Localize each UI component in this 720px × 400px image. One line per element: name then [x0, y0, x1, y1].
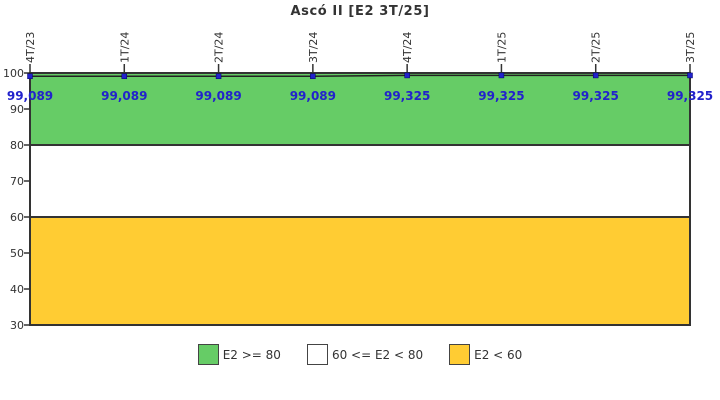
legend-item-1: 60 <= E2 < 80 [306, 344, 424, 365]
data-point-marker [687, 72, 693, 79]
legend-swatch-2 [449, 344, 471, 365]
legend-label-0: E2 >= 80 [222, 347, 281, 362]
x-tick-label: 2T/24 [213, 32, 226, 63]
legend-label-2: E2 < 60 [474, 347, 523, 362]
x-tick-label: 2T/25 [590, 32, 603, 63]
legend-swatch-0 [197, 344, 219, 365]
x-tick-label: 4T/24 [401, 32, 414, 63]
x-tick-label: 3T/25 [684, 32, 697, 63]
y-tick-label: 40 [10, 283, 24, 296]
data-point-value: 99,325 [478, 89, 524, 103]
y-tick-label: 80 [10, 139, 24, 152]
y-tick-label: 60 [10, 211, 24, 224]
data-point-marker [592, 72, 599, 79]
data-point-value: 99,089 [7, 89, 53, 103]
data-point-marker [498, 72, 505, 79]
band-green [29, 72, 691, 146]
y-tick-label: 90 [10, 103, 24, 116]
data-point-marker [121, 73, 128, 80]
data-point-value: 99,325 [667, 89, 713, 103]
legend-item-2: E2 < 60 [449, 344, 522, 365]
legend-item-0: E2 >= 80 [197, 344, 281, 365]
x-tick-label: 1T/24 [118, 32, 131, 63]
y-tick-label: 100 [3, 67, 24, 80]
data-point-marker [310, 73, 316, 80]
data-point-marker [404, 72, 410, 79]
x-tick-label: 3T/24 [307, 32, 320, 63]
x-tick-label: 1T/25 [495, 32, 508, 63]
data-point-value: 99,325 [384, 89, 430, 103]
y-tick-label: 30 [10, 319, 24, 332]
legend-swatch-1 [306, 344, 328, 365]
data-point-marker [27, 73, 33, 80]
y-tick-label: 70 [10, 175, 24, 188]
band-white [29, 144, 691, 218]
data-point-value: 99,325 [573, 89, 619, 103]
x-tick-label: 4T/23 [24, 32, 37, 63]
data-point-marker [215, 73, 222, 80]
data-line [30, 74, 690, 78]
data-point-value: 99,089 [195, 89, 241, 103]
legend-label-1: 60 <= E2 < 80 [331, 347, 424, 362]
data-point-value: 99,089 [101, 89, 147, 103]
data-point-value: 99,089 [290, 89, 336, 103]
y-tick-label: 50 [10, 247, 24, 260]
band-yellow [29, 216, 691, 326]
chart-title: Ascó II [E2 3T/25] [290, 4, 430, 19]
legend: E2 >= 80 60 <= E2 < 80 E2 < 60 [0, 344, 720, 365]
